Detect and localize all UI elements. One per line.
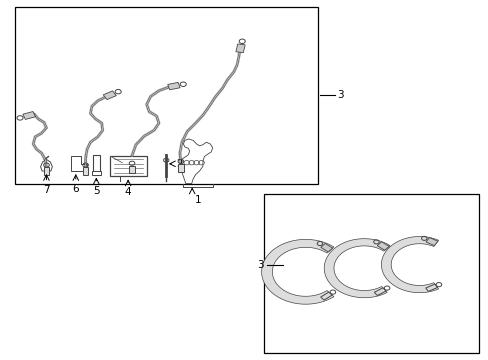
Bar	[92, 171, 101, 175]
Polygon shape	[320, 292, 331, 300]
Text: 1: 1	[194, 195, 201, 205]
Bar	[110, 156, 146, 176]
Polygon shape	[425, 238, 437, 246]
Polygon shape	[376, 242, 388, 250]
Polygon shape	[167, 82, 180, 90]
Text: 5: 5	[93, 186, 100, 196]
Polygon shape	[129, 166, 134, 174]
Polygon shape	[324, 239, 389, 298]
Polygon shape	[320, 243, 332, 252]
Polygon shape	[83, 167, 88, 175]
Polygon shape	[178, 164, 183, 172]
Bar	[93, 155, 100, 175]
Bar	[15, 7, 317, 184]
Text: 4: 4	[124, 187, 131, 197]
Polygon shape	[261, 239, 333, 304]
Polygon shape	[103, 91, 116, 100]
Polygon shape	[23, 112, 36, 120]
Text: 7: 7	[43, 185, 50, 195]
Polygon shape	[235, 44, 244, 53]
Text: 3: 3	[257, 260, 264, 270]
Polygon shape	[381, 237, 438, 293]
Text: 3: 3	[337, 90, 344, 100]
Text: 2: 2	[176, 159, 183, 169]
Polygon shape	[44, 167, 49, 175]
Text: 6: 6	[72, 184, 79, 194]
Polygon shape	[374, 288, 385, 296]
Bar	[264, 194, 478, 353]
Polygon shape	[425, 284, 437, 291]
